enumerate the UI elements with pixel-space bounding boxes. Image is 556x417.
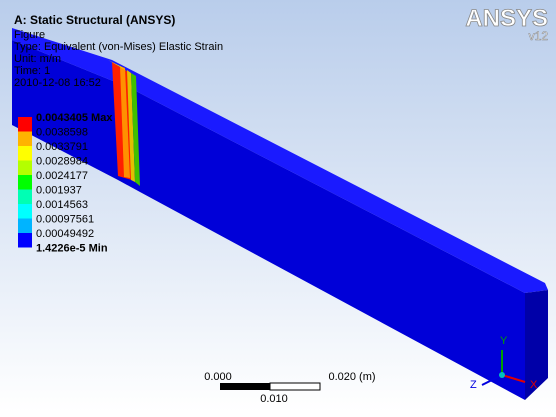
legend-label: 0.0028984 <box>36 156 88 168</box>
header-line: Figure <box>14 29 45 41</box>
version: v12 <box>529 29 549 43</box>
legend-label: 0.00049492 <box>36 228 94 240</box>
header-line: 2010-12-08 16:52 <box>14 77 101 89</box>
triad-y: Y <box>500 335 508 347</box>
logo: ANSYS <box>465 5 548 32</box>
scale-bar <box>220 383 320 390</box>
title: A: Static Structural (ANSYS) <box>14 13 175 27</box>
legend-label: 0.0033791 <box>36 141 88 153</box>
legend-label: 0.0024177 <box>36 170 88 182</box>
header-line: Time: 1 <box>14 65 50 77</box>
header-line: Unit: m/m <box>14 53 61 65</box>
legend-label: 1.4226e-5 Min <box>36 243 108 255</box>
legend-label: 0.001937 <box>36 185 82 197</box>
legend-colors <box>18 117 32 248</box>
legend-label: 0.00097561 <box>36 214 94 226</box>
scale-middle: 0.010 <box>260 393 288 405</box>
header-line: Type: Equivalent (von-Mises) Elastic Str… <box>14 41 223 53</box>
legend-label: 0.0014563 <box>36 199 88 211</box>
scale-right: 0.020 (m) <box>328 371 375 383</box>
viewport: A: Static Structural (ANSYS) FigureType:… <box>0 0 556 412</box>
triad-z: Z <box>470 379 477 391</box>
triad-x: X <box>530 379 538 391</box>
scale-left: 0.000 <box>204 371 232 383</box>
legend-label: 0.0038598 <box>36 127 88 139</box>
legend-label: 0.0043405 Max <box>36 112 113 124</box>
